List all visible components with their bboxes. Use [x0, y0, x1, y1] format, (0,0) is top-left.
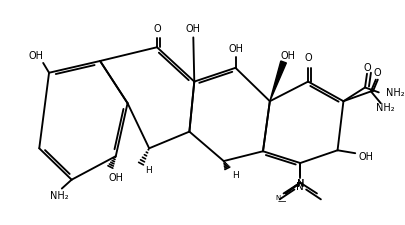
- Text: NH₂: NH₂: [49, 191, 68, 200]
- Text: O: O: [362, 63, 370, 72]
- Text: N: N: [296, 178, 303, 188]
- Text: H: H: [145, 166, 151, 175]
- Text: OH: OH: [29, 51, 44, 61]
- Text: N: N: [296, 181, 303, 191]
- Text: OH: OH: [108, 172, 123, 182]
- Text: N: N: [275, 194, 279, 200]
- Polygon shape: [269, 62, 286, 102]
- Text: O: O: [373, 68, 381, 77]
- Text: O: O: [153, 23, 160, 34]
- Text: H: H: [232, 171, 238, 180]
- Text: OH: OH: [280, 51, 295, 61]
- Text: OH: OH: [357, 151, 372, 162]
- Text: NH₂: NH₂: [375, 103, 394, 112]
- Text: N: N: [296, 178, 303, 188]
- Text: NH₂: NH₂: [385, 88, 403, 98]
- Text: O: O: [304, 53, 311, 63]
- Text: OH: OH: [185, 23, 200, 34]
- Text: —: —: [277, 196, 285, 205]
- Text: OH: OH: [228, 44, 243, 54]
